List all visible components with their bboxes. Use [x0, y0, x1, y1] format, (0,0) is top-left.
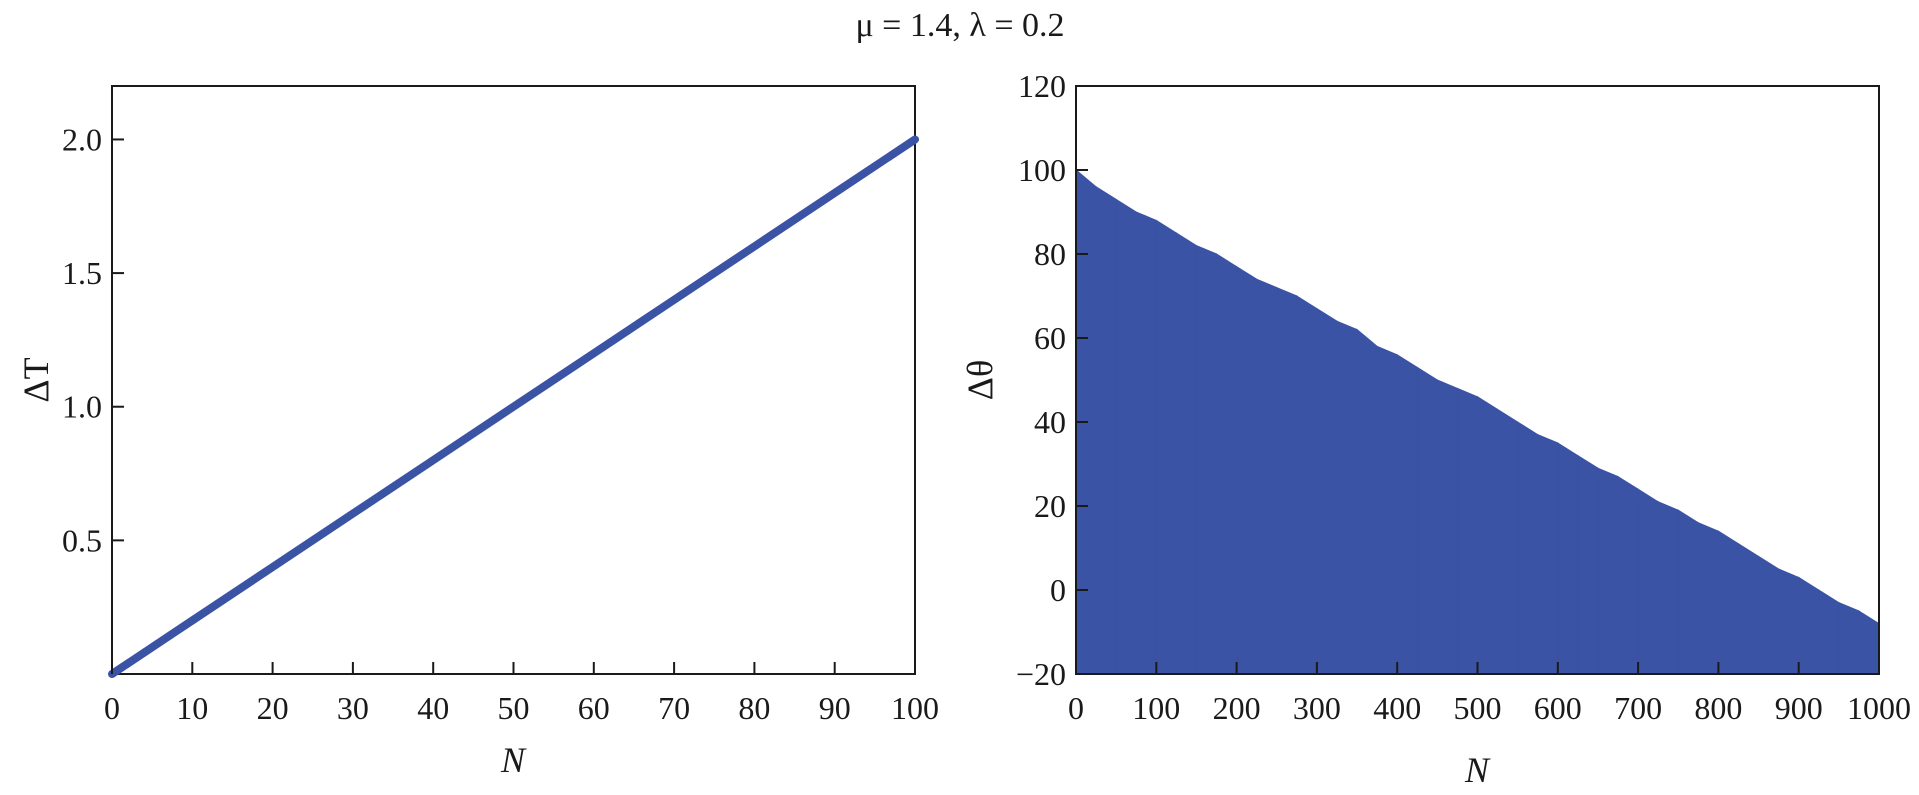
- delta-theta-bar: [1416, 366, 1438, 675]
- delta-t-y-tick-label: 1.5: [62, 255, 102, 291]
- delta-t-chart: 0 10 20 30 40 50 60 70 80 90 100 0.5 1.0 1.5 2.0 N ΔT: [16, 85, 939, 780]
- delta-theta-bar: [1717, 530, 1739, 675]
- delta-theta-bar: [1296, 295, 1318, 675]
- delta-theta-y-tick-label: 80: [1034, 236, 1066, 272]
- delta-theta-bar: [1838, 601, 1860, 675]
- delta-t-x-tick-label: 90: [819, 690, 851, 726]
- delta-t-x-tick-label: 100: [891, 690, 939, 726]
- delta-t-x-tick-label: 20: [257, 690, 289, 726]
- delta-theta-x-tick-label: 700: [1614, 690, 1662, 726]
- delta-theta-bar: [1256, 278, 1278, 675]
- delta-theta-x-tick-label: 200: [1213, 690, 1261, 726]
- delta-theta-y-tick-label: 40: [1034, 404, 1066, 440]
- delta-theta-y-axis-label: Δθ: [960, 360, 1000, 400]
- delta-theta-y-tick-label: 100: [1018, 152, 1066, 188]
- delta-t-x-tick-label: 10: [176, 690, 208, 726]
- delta-theta-bar: [1195, 244, 1218, 675]
- delta-theta-bar: [1597, 467, 1619, 675]
- delta-t-x-tick-label: 50: [498, 690, 530, 726]
- delta-theta-bar: [1396, 353, 1418, 675]
- delta-theta-x-tick-label: 800: [1694, 690, 1742, 726]
- delta-theta-x-tick-label: 500: [1454, 690, 1502, 726]
- delta-theta-bar: [1537, 433, 1559, 675]
- delta-theta-bar: [1175, 232, 1197, 675]
- delta-t-x-tick-label: 80: [738, 690, 770, 726]
- delta-theta-bar: [1798, 576, 1820, 675]
- delta-theta-bar: [1356, 328, 1378, 675]
- delta-theta-bar: [1376, 345, 1398, 675]
- figure-title: μ = 1.4, λ = 0.2: [855, 7, 1064, 44]
- delta-t-x-tick-label: 40: [417, 690, 449, 726]
- delta-t-marks: [108, 135, 919, 678]
- delta-theta-x-tick-label: 1000: [1847, 690, 1911, 726]
- delta-theta-bar: [1216, 253, 1238, 675]
- delta-t-y-ticks: 0.5 1.0 1.5 2.0: [62, 121, 124, 558]
- delta-t-x-axis-label: N: [500, 740, 527, 780]
- delta-t-x-tick-label: 60: [578, 690, 610, 726]
- delta-theta-bar: [1778, 568, 1800, 675]
- delta-theta-bar: [1517, 421, 1539, 675]
- delta-t-plot-frame: [111, 85, 916, 675]
- delta-theta-x-tick-label: 0: [1068, 690, 1084, 726]
- delta-theta-y-tick-label: 20: [1034, 488, 1066, 524]
- delta-theta-bar: [1477, 395, 1499, 675]
- delta-theta-x-tick-label: 300: [1293, 690, 1341, 726]
- delta-t-x-tick-label: 70: [658, 690, 690, 726]
- delta-theta-bar: [1236, 265, 1258, 675]
- delta-theta-x-tick-label: 600: [1534, 690, 1582, 726]
- delta-t-y-axis-label: ΔT: [16, 357, 56, 402]
- delta-theta-bar: [1456, 387, 1478, 675]
- delta-theta-bar: [1818, 589, 1840, 675]
- delta-t-x-ticks: 0 10 20 30 40 50 60 70 80 90 100: [104, 662, 939, 726]
- delta-theta-y-tick-label: −20: [1016, 656, 1066, 692]
- delta-theta-bar: [1436, 379, 1458, 675]
- delta-t-series-line: [108, 135, 919, 678]
- delta-theta-bar: [1135, 211, 1157, 675]
- delta-theta-x-tick-label: 900: [1775, 690, 1823, 726]
- delta-theta-bar: [1657, 501, 1679, 675]
- delta-theta-marks: [1075, 168, 1880, 675]
- delta-theta-x-ticks: 0 100 200 300 400 500 600 700 800 900 1000: [1068, 662, 1911, 726]
- delta-theta-x-tick-label: 100: [1132, 690, 1180, 726]
- delta-t-y-tick-label: 1.0: [62, 389, 102, 425]
- delta-theta-bar: [1316, 307, 1338, 675]
- delta-theta-y-tick-label: 0: [1050, 572, 1066, 608]
- delta-t-x-tick-label: 30: [337, 690, 369, 726]
- delta-theta-y-tick-label: 120: [1018, 68, 1066, 104]
- delta-theta-bar: [1497, 408, 1519, 675]
- delta-theta-bar: [1737, 542, 1760, 675]
- delta-theta-x-axis-label: N: [1464, 750, 1491, 790]
- delta-theta-bar: [1697, 522, 1719, 675]
- delta-theta-bar: [1758, 555, 1780, 675]
- delta-theta-bar: [1637, 488, 1659, 675]
- delta-t-y-tick-label: 2.0: [62, 121, 102, 157]
- delta-theta-y-ticks: −20 0 20 40 60 80 100 120: [1016, 68, 1088, 692]
- delta-theta-y-tick-label: 60: [1034, 320, 1066, 356]
- delta-theta-bar: [1617, 475, 1639, 675]
- delta-theta-bar: [1557, 442, 1579, 675]
- delta-theta-bar: [1155, 219, 1177, 675]
- delta-theta-bar: [1677, 509, 1699, 675]
- delta-theta-bar: [1115, 198, 1137, 675]
- delta-theta-x-tick-label: 400: [1373, 690, 1421, 726]
- delta-theta-bar: [1577, 454, 1599, 675]
- delta-theta-bar: [1276, 286, 1298, 675]
- delta-theta-bar: [1336, 320, 1358, 675]
- delta-theta-bar: [1858, 610, 1880, 675]
- delta-theta-bar: [1095, 185, 1117, 675]
- delta-t-x-tick-label: 0: [104, 690, 120, 726]
- delta-theta-chart: 0 100 200 300 400 500 600 700 800 900 1000 −200204…: [960, 68, 1911, 790]
- delta-t-y-tick-label: 0.5: [62, 522, 102, 558]
